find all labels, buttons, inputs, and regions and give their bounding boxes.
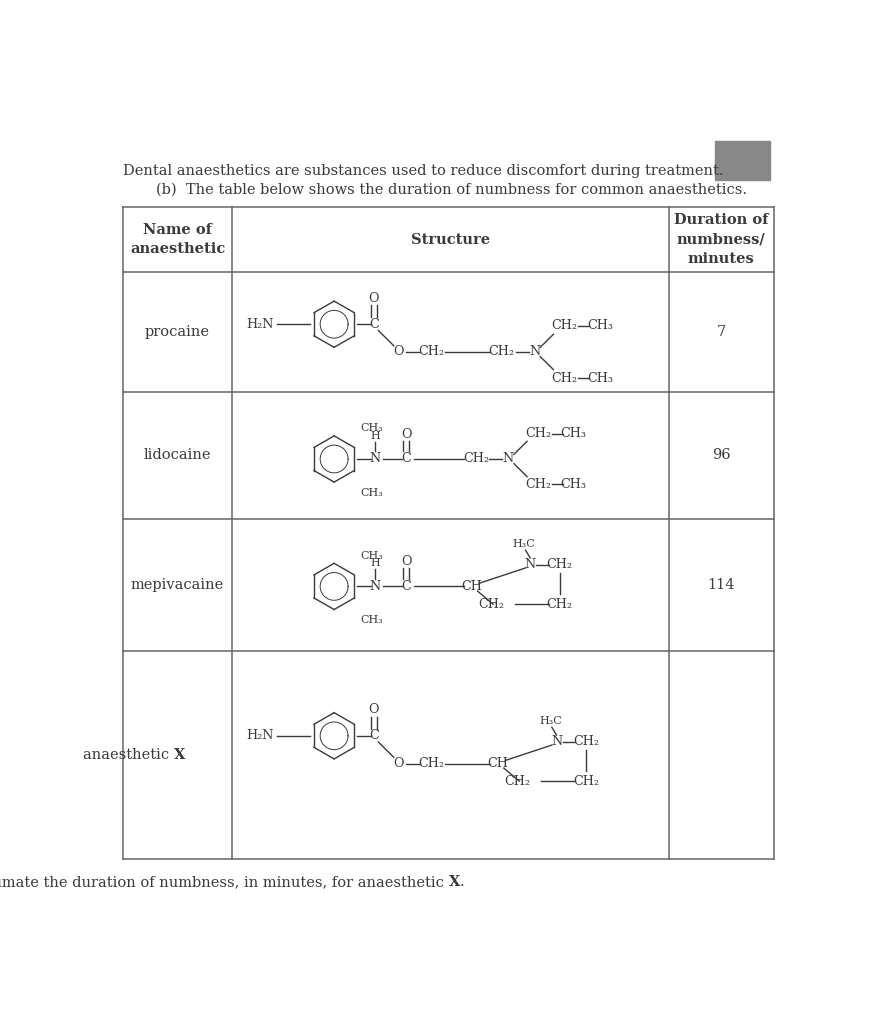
Text: O: O — [393, 345, 403, 358]
Text: 7: 7 — [717, 325, 726, 339]
Text: CH₂: CH₂ — [551, 319, 578, 332]
Text: CH₃: CH₃ — [561, 478, 586, 490]
Text: Estimate the duration of numbness, in minutes, for anaesthetic: Estimate the duration of numbness, in mi… — [0, 876, 449, 889]
Text: CH₃: CH₃ — [360, 551, 383, 560]
Text: CH₂: CH₂ — [418, 757, 444, 770]
Text: CH₂: CH₂ — [488, 345, 514, 358]
Text: N: N — [503, 453, 514, 466]
Text: O: O — [368, 703, 379, 716]
Text: CH₃: CH₃ — [360, 615, 383, 626]
Text: 96: 96 — [712, 449, 731, 462]
Text: CH: CH — [487, 757, 508, 770]
Text: Name of
anaesthetic: Name of anaesthetic — [130, 223, 225, 256]
Text: CH₂: CH₂ — [478, 598, 504, 610]
Text: (b)  The table below shows the duration of numbness for common anaesthetics.: (b) The table below shows the duration o… — [156, 183, 747, 197]
Text: CH₂: CH₂ — [463, 453, 489, 466]
Text: CH₂: CH₂ — [573, 775, 599, 787]
Text: X: X — [449, 876, 460, 889]
Text: C: C — [368, 729, 379, 742]
Bar — [716, 141, 770, 180]
Text: Structure: Structure — [411, 232, 490, 247]
Text: H: H — [370, 431, 380, 441]
Text: O: O — [401, 428, 411, 441]
Text: N: N — [529, 345, 541, 358]
Text: CH₂: CH₂ — [547, 558, 572, 571]
Text: procaine: procaine — [145, 325, 210, 339]
Text: CH₃: CH₃ — [587, 372, 613, 385]
Text: N: N — [525, 558, 536, 571]
Text: H₃C: H₃C — [513, 539, 536, 549]
Text: CH₂: CH₂ — [525, 427, 551, 440]
Text: Dental anaesthetics are substances used to reduce discomfort during treatment.: Dental anaesthetics are substances used … — [123, 165, 724, 178]
Text: H₂N: H₂N — [246, 317, 274, 331]
Text: N: N — [369, 453, 381, 466]
Text: anaesthetic: anaesthetic — [83, 749, 174, 762]
Text: C: C — [368, 317, 379, 331]
Text: Duration of
numbness/
minutes: Duration of numbness/ minutes — [674, 213, 768, 266]
Text: O: O — [393, 757, 403, 770]
Text: O: O — [401, 555, 411, 568]
Text: O: O — [368, 292, 379, 304]
Text: CH₂: CH₂ — [551, 372, 578, 385]
Text: X: X — [174, 749, 186, 762]
Text: H₂N: H₂N — [246, 729, 274, 742]
Text: CH₂: CH₂ — [418, 345, 444, 358]
Text: mepivacaine: mepivacaine — [131, 578, 224, 592]
Text: CH₃: CH₃ — [360, 423, 383, 433]
Text: CH: CH — [461, 580, 482, 593]
Text: .: . — [459, 876, 464, 889]
Text: CH₂: CH₂ — [547, 598, 572, 610]
Text: CH₃: CH₃ — [360, 487, 383, 498]
Text: N: N — [369, 580, 381, 593]
Text: CH₃: CH₃ — [561, 427, 586, 440]
Text: N: N — [551, 735, 562, 749]
Text: CH₂: CH₂ — [504, 775, 530, 787]
Text: H₃C: H₃C — [539, 716, 562, 726]
Text: CH₃: CH₃ — [587, 319, 613, 332]
Text: H: H — [370, 558, 380, 568]
Text: lidocaine: lidocaine — [144, 449, 212, 462]
Text: C: C — [402, 453, 411, 466]
Text: CH₂: CH₂ — [573, 735, 599, 749]
Text: CH₂: CH₂ — [525, 478, 551, 490]
Text: 114: 114 — [708, 578, 735, 592]
Text: C: C — [402, 580, 411, 593]
